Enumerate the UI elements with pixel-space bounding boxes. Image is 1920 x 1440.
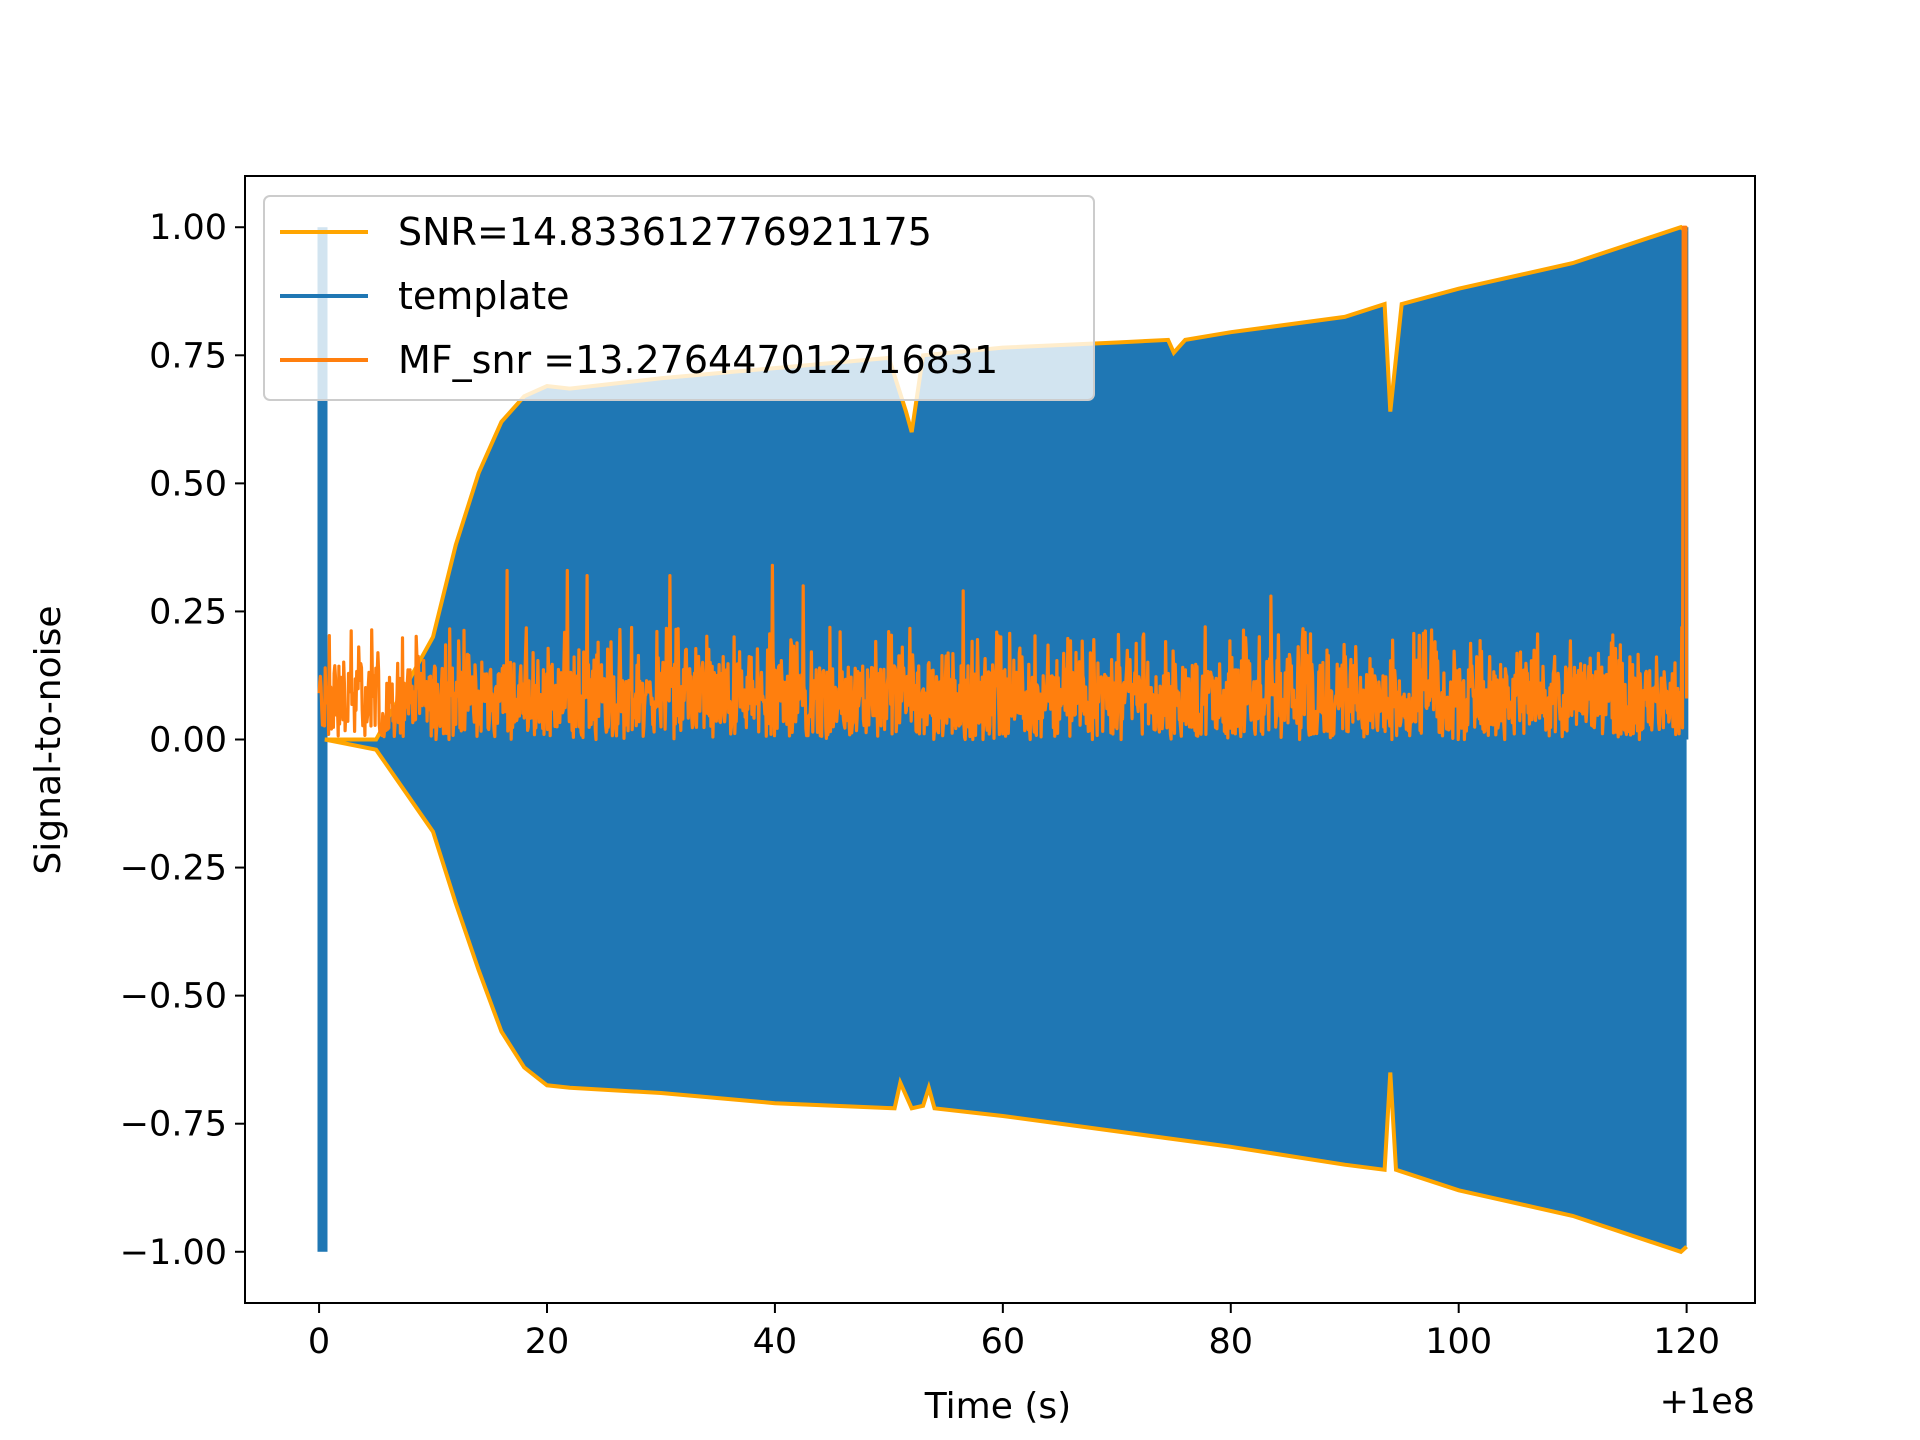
- x-tick-label: 60: [981, 1322, 1026, 1362]
- x-axis-title: Time (s): [924, 1386, 1071, 1427]
- x-tick-label: 120: [1653, 1322, 1720, 1362]
- y-tick-label: 1.00: [149, 208, 227, 248]
- x-tick-label: 0: [308, 1322, 330, 1362]
- y-tick-label: 0.25: [149, 592, 227, 632]
- y-tick-label: −0.75: [120, 1105, 227, 1145]
- mf-snr-line: [317, 225, 1689, 742]
- legend: SNR=14.833612776921175 template MF_snr =1…: [263, 195, 1095, 401]
- template-band: [324, 227, 1687, 1252]
- legend-label: MF_snr =13.276447012716831: [398, 338, 998, 382]
- y-tick-label: 0.50: [149, 464, 227, 504]
- x-axis: 0 20 40 60 80 100 120: [308, 1303, 1720, 1362]
- x-tick-label: 100: [1425, 1322, 1492, 1362]
- y-tick-label: −0.50: [120, 977, 227, 1017]
- y-axis-title: Signal-to-noise: [28, 605, 69, 874]
- legend-label: template: [398, 274, 570, 318]
- y-tick-label: 0.00: [149, 721, 227, 761]
- y-axis: 1.00 0.75 0.50 0.25 0.00 −0.25 −0.50 −0.75 −1.00: [120, 208, 245, 1273]
- legend-label: SNR=14.833612776921175: [398, 210, 932, 254]
- snr-envelope-lower: [324, 737, 1688, 1255]
- template-initial-spike: [317, 227, 328, 1252]
- x-offset-label: +1e8: [1660, 1382, 1755, 1422]
- plot-layer: [317, 224, 1689, 1255]
- x-tick-label: 80: [1209, 1322, 1254, 1362]
- y-tick-label: 0.75: [149, 336, 227, 376]
- x-tick-label: 20: [525, 1322, 570, 1362]
- y-tick-label: −0.25: [120, 849, 227, 889]
- x-tick-label: 40: [753, 1322, 798, 1362]
- legend-box: [263, 195, 1095, 401]
- y-tick-label: −1.00: [120, 1233, 227, 1273]
